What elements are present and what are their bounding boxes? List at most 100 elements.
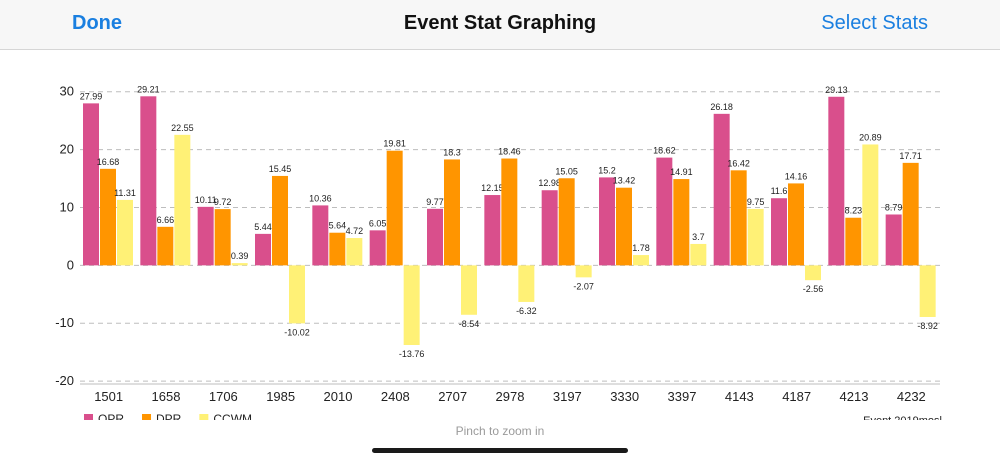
data-label: 4.72 bbox=[346, 226, 364, 236]
bar-opr-2010 bbox=[312, 205, 329, 266]
x-tick-label: 2408 bbox=[381, 389, 410, 404]
bar-ccwm-3197 bbox=[575, 265, 592, 278]
data-label: -10.02 bbox=[284, 327, 310, 337]
x-tick-label: 1501 bbox=[94, 389, 123, 404]
data-label: 18.46 bbox=[498, 147, 521, 157]
bar-opr-1985 bbox=[255, 233, 271, 266]
done-button[interactable]: Done bbox=[72, 12, 122, 34]
bar-opr-4232 bbox=[885, 214, 902, 266]
data-label: 6.05 bbox=[369, 218, 387, 228]
data-label: 17.71 bbox=[899, 151, 922, 161]
data-label: 12.98 bbox=[538, 178, 561, 188]
data-label: 29.21 bbox=[137, 84, 160, 94]
data-label: 16.68 bbox=[97, 157, 120, 167]
bar-opr-1501 bbox=[83, 103, 99, 266]
x-tick-label: 3197 bbox=[553, 389, 582, 404]
data-label: 10.36 bbox=[309, 193, 332, 203]
x-tick-label: 3397 bbox=[668, 389, 697, 404]
data-label: -2.56 bbox=[803, 284, 824, 294]
data-label: 18.3 bbox=[443, 147, 461, 157]
bar-ccwm-4213 bbox=[862, 144, 879, 266]
data-label: 3.7 bbox=[692, 232, 705, 242]
bar-dpr-4143 bbox=[730, 170, 747, 266]
y-tick-label: -20 bbox=[55, 373, 74, 388]
data-label: 11.31 bbox=[114, 188, 136, 198]
bar-ccwm-4187 bbox=[805, 265, 821, 281]
bar-dpr-1658 bbox=[157, 226, 174, 266]
bar-opr-3330 bbox=[599, 177, 615, 266]
data-label: 13.42 bbox=[613, 176, 636, 186]
data-label: 20.89 bbox=[859, 132, 882, 142]
bar-opr-4187 bbox=[771, 198, 787, 266]
data-label: 15.45 bbox=[269, 164, 292, 174]
data-label: 10.11 bbox=[195, 195, 217, 205]
bar-opr-4213 bbox=[828, 96, 845, 266]
bar-dpr-3397 bbox=[673, 179, 690, 266]
select-stats-button[interactable]: Select Stats bbox=[821, 12, 928, 34]
x-tick-label: 1658 bbox=[152, 389, 181, 404]
bar-ccwm-1706 bbox=[231, 263, 248, 266]
page-title: Event Stat Graphing bbox=[403, 12, 597, 34]
bar-dpr-3197 bbox=[558, 178, 575, 266]
data-label: 18.62 bbox=[653, 146, 676, 156]
home-indicator[interactable] bbox=[372, 448, 628, 453]
data-label: 1.78 bbox=[632, 243, 650, 253]
bar-ccwm-2978 bbox=[518, 265, 535, 302]
bar-dpr-4232 bbox=[902, 162, 919, 266]
data-label: 11.6 bbox=[771, 186, 788, 196]
x-tick-label: 1706 bbox=[209, 389, 238, 404]
bar-ccwm-3330 bbox=[633, 255, 649, 266]
bar-opr-2978 bbox=[484, 195, 501, 266]
bar-dpr-2707 bbox=[444, 159, 460, 266]
data-label: 12.15 bbox=[481, 183, 504, 193]
data-label: 0.39 bbox=[231, 251, 249, 261]
data-label: 8.79 bbox=[885, 202, 903, 212]
bar-chart[interactable]: 3020100-10-2027.9929.2110.115.4410.366.0… bbox=[0, 50, 1000, 420]
data-label: 14.91 bbox=[670, 167, 693, 177]
x-tick-label: 1985 bbox=[266, 389, 295, 404]
data-label: 16.42 bbox=[727, 158, 750, 168]
bar-dpr-2978 bbox=[501, 158, 518, 266]
bar-opr-2408 bbox=[369, 230, 386, 266]
bar-opr-3197 bbox=[541, 190, 558, 266]
bar-ccwm-2010 bbox=[346, 238, 363, 266]
x-tick-label: 3330 bbox=[610, 389, 639, 404]
x-tick-label: 4187 bbox=[782, 389, 811, 404]
data-label: -8.54 bbox=[459, 319, 480, 329]
bar-dpr-4187 bbox=[788, 183, 804, 266]
bar-dpr-1501 bbox=[100, 168, 116, 266]
legend-label-ccwm: CCWM bbox=[213, 412, 252, 420]
data-label: -2.07 bbox=[573, 281, 594, 291]
bar-dpr-2408 bbox=[386, 150, 403, 266]
data-label: 9.75 bbox=[747, 197, 765, 207]
bar-dpr-4213 bbox=[845, 217, 862, 266]
data-label: 15.2 bbox=[598, 165, 616, 175]
data-label: 27.99 bbox=[80, 91, 103, 101]
x-tick-label: 4213 bbox=[840, 389, 869, 404]
bar-opr-2707 bbox=[427, 208, 443, 266]
y-tick-label: 30 bbox=[60, 84, 74, 99]
event-label: Event 2019mosl bbox=[863, 415, 942, 420]
y-tick-label: 20 bbox=[60, 142, 74, 157]
x-tick-label: 4232 bbox=[897, 389, 926, 404]
legend-swatch-opr bbox=[84, 414, 93, 420]
bar-dpr-3330 bbox=[616, 187, 632, 266]
y-tick-label: 0 bbox=[67, 257, 74, 272]
bar-dpr-1706 bbox=[214, 209, 231, 266]
y-tick-label: 10 bbox=[60, 199, 74, 214]
data-label: 14.16 bbox=[785, 171, 808, 181]
data-label: 6.66 bbox=[157, 215, 175, 225]
bar-dpr-2010 bbox=[329, 232, 346, 266]
bar-opr-3397 bbox=[656, 157, 673, 266]
x-tick-label: 2010 bbox=[324, 389, 353, 404]
data-label: 8.23 bbox=[845, 206, 863, 216]
bar-opr-1658 bbox=[140, 96, 157, 266]
bar-ccwm-2408 bbox=[403, 265, 420, 345]
data-label: 19.81 bbox=[383, 139, 406, 149]
data-label: 29.13 bbox=[825, 85, 848, 95]
bar-ccwm-2707 bbox=[461, 265, 477, 315]
data-label: 26.18 bbox=[710, 102, 733, 112]
x-tick-label: 2707 bbox=[438, 389, 467, 404]
pinch-hint: Pinch to zoom in bbox=[455, 424, 545, 438]
data-label: 22.55 bbox=[171, 123, 194, 133]
